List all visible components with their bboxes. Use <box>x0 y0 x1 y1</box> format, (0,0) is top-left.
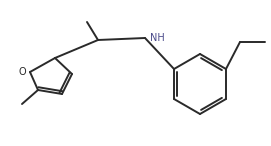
Text: O: O <box>18 67 26 77</box>
Text: NH: NH <box>150 33 165 43</box>
